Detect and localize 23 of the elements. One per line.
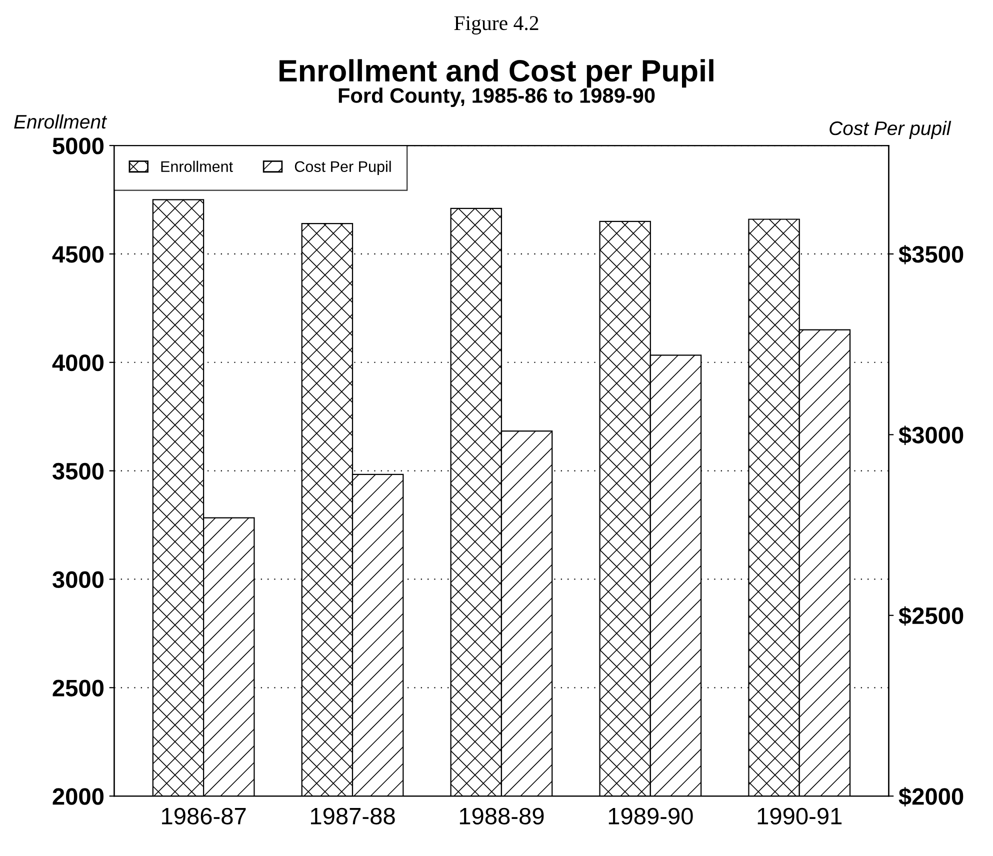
y-axis-title: Enrollment [14, 114, 108, 129]
y-tick-label: 2000 [52, 788, 104, 805]
x-tick-label: 1989-90 [608, 808, 693, 825]
y-tick-label: 3000 [52, 571, 104, 588]
chart-subtitle: Ford County, 1985-86 to 1989-90 [338, 88, 655, 108]
x-tick-label: 1986-87 [162, 808, 246, 825]
y2-axis-title: Cost Per pupil [830, 120, 952, 140]
y-tick-label: 4500 [52, 246, 104, 263]
caption: Figure 4.2 [454, 16, 538, 34]
legend-label: Enrollment [161, 160, 233, 172]
y2-tick-label: $3000 [898, 426, 964, 445]
y2-tick-label: $3500 [898, 244, 964, 264]
y-tick-label: 2500 [52, 680, 104, 696]
chart-title: Enrollment and Cost per Pupil [280, 59, 714, 88]
y-tick-label: 3500 [52, 462, 104, 480]
y2-tick-label: $2500 [898, 606, 964, 626]
x-tick-label: 1988-89 [460, 808, 544, 825]
x-tick-label: 1990-91 [758, 808, 842, 825]
y-tick-label: 5000 [52, 138, 104, 154]
x-tick-label: 1987-88 [310, 808, 395, 825]
y2-tick-label: $2000 [898, 787, 964, 806]
legend-label: Cost Per Pupil [294, 160, 391, 176]
y-tick-label: 4000 [52, 354, 104, 372]
